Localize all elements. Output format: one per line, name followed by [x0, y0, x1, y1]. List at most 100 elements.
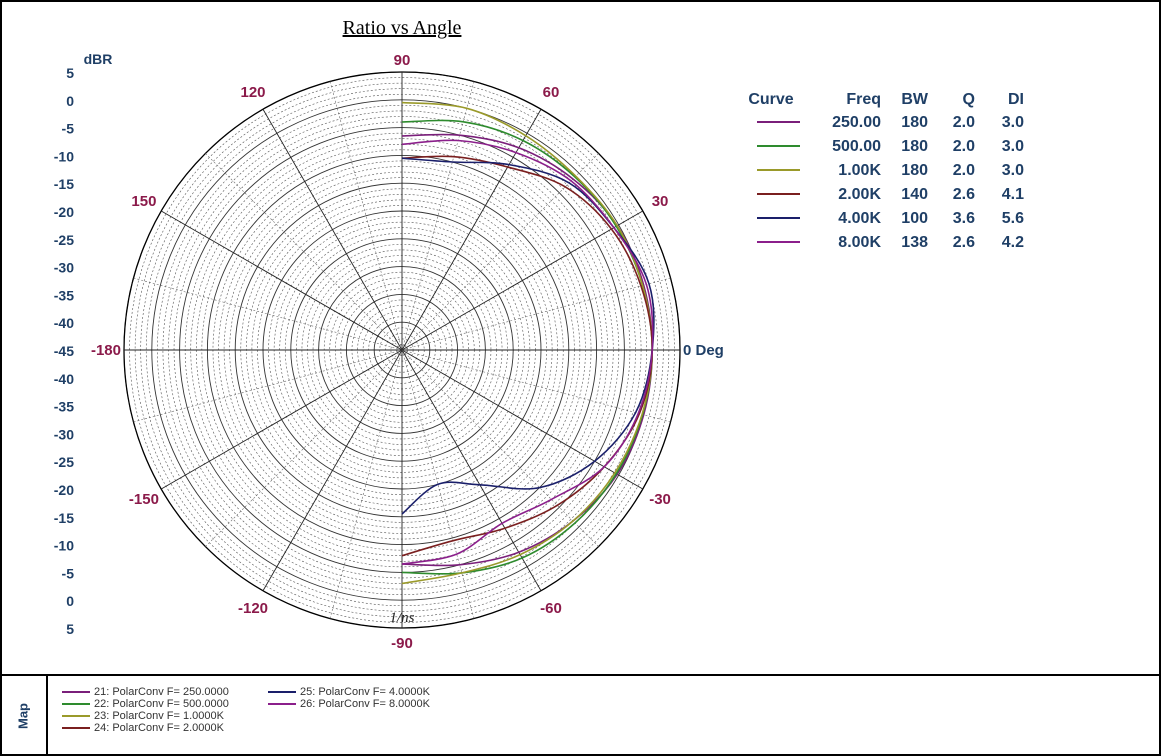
map-entry-text: 24: PolarConv F= 2.0000K: [94, 722, 224, 734]
angle-tick-label: -150: [129, 491, 159, 508]
table-cell: 4.1: [1002, 186, 1024, 203]
radial-tick-label: 0: [66, 93, 74, 109]
angle-tick-label: 90: [394, 52, 411, 69]
radial-tick-label: -20: [54, 204, 74, 220]
radial-tick-label: -10: [54, 148, 74, 164]
table-cell: 2.0: [953, 162, 975, 179]
radial-tick-label: -45: [54, 343, 74, 359]
radial-unit-label: dBR: [84, 51, 113, 67]
table-cell: 4.2: [1002, 234, 1024, 251]
map-entry-text: 22: PolarConv F= 500.0000: [94, 698, 229, 710]
map-swatch: [62, 691, 90, 694]
table-cell: 3.0: [1002, 138, 1024, 155]
table-cell: 2.0: [953, 114, 975, 131]
polar-spokes: [124, 72, 680, 628]
map-entry: 25: PolarConv F= 4.0000K: [268, 686, 430, 698]
angle-tick-label: 30: [652, 193, 669, 210]
table-cell: 8.00K: [838, 234, 881, 251]
table-cell: 180: [901, 138, 928, 155]
table-header: Freq: [846, 91, 881, 108]
radial-tick-label: -30: [54, 426, 74, 442]
table-cell: 140: [901, 186, 928, 203]
angle-labels: 90 60 30 0 Deg -30 -60 -90 -120 -150 -180 150 120: [91, 52, 724, 652]
table-cell: 3.0: [1002, 162, 1024, 179]
map-entry: 22: PolarConv F= 500.0000: [62, 698, 229, 710]
map-swatch: [268, 703, 296, 706]
angle-tick-label: -90: [391, 635, 413, 652]
series-line: [401, 139, 654, 565]
table-cell: 2.6: [953, 234, 975, 251]
table-cell: 3.0: [1002, 114, 1024, 131]
angle-tick-label: 120: [240, 84, 265, 101]
spoke: [262, 109, 403, 351]
spoke: [262, 349, 403, 591]
radial-tick-label: 5: [66, 621, 74, 637]
table-cell: 4.00K: [838, 210, 881, 227]
radial-tick-label: -15: [54, 510, 74, 526]
radial-tick-label: -35: [54, 399, 74, 415]
map-entry-text: 23: PolarConv F= 1.0000K: [94, 710, 224, 722]
map-label-cell: Map: [0, 676, 48, 756]
chart-title: Ratio vs Angle: [343, 17, 462, 39]
angle-tick-label: -30: [649, 491, 671, 508]
spoke: [401, 109, 542, 351]
angle-tick-label: 0 Deg: [683, 342, 724, 359]
table-header: DI: [1008, 91, 1024, 108]
radial-tick-label: -30: [54, 260, 74, 276]
radial-tick-label: 0: [66, 593, 74, 609]
map-swatch: [62, 703, 90, 706]
table-cell: 2.6: [953, 186, 975, 203]
radial-tick-label: 5: [66, 65, 74, 81]
table-cell: 180: [901, 114, 928, 131]
polar-curves: [401, 101, 655, 585]
map-label: Map: [15, 703, 31, 729]
table-header: BW: [901, 91, 929, 108]
spoke: [401, 349, 542, 591]
radial-tick-label: -25: [54, 232, 74, 248]
table-cell: 2.00K: [838, 186, 881, 203]
table-cell: 100: [901, 210, 928, 227]
table-cell: 250.00: [832, 114, 881, 131]
radial-tick-label: -20: [54, 482, 74, 498]
table-cell: 138: [901, 234, 928, 251]
table-header: Curve: [748, 91, 793, 108]
spoke: [161, 210, 403, 351]
radial-tick-label: -40: [54, 371, 74, 387]
series-line: [401, 119, 654, 575]
table-cell: 180: [901, 162, 928, 179]
radial-tick-label: -40: [54, 315, 74, 331]
spoke: [161, 349, 403, 490]
radial-tick-label: -25: [54, 454, 74, 470]
angle-tick-label: -120: [238, 600, 268, 617]
table-cell: 5.6: [1002, 210, 1024, 227]
radial-tick-label: -5: [62, 565, 75, 581]
table-cell: 3.6: [953, 210, 975, 227]
map-swatch: [62, 727, 90, 730]
radial-tick-label: -35: [54, 287, 74, 303]
map-entry: 23: PolarConv F= 1.0000K: [62, 710, 224, 722]
angle-tick-label: -180: [91, 342, 121, 359]
radial-tick-label: -5: [62, 121, 75, 137]
map-entry-text: 25: PolarConv F= 4.0000K: [300, 686, 430, 698]
map-entry: 26: PolarConv F= 8.0000K: [268, 698, 430, 710]
polar-chart: Ratio vs Angle dBR 90 60 30 0 Deg -30 -60 -90 -…: [54, 17, 1024, 652]
map-panel: Map 21: PolarConv F= 250.0000 22: PolarCo…: [0, 674, 1161, 756]
curve-table: Curve Freq BW Q DI 250.00 180 2.0 3.0 500.00 180 2.…: [748, 91, 1024, 251]
radial-labels: 5 0 -5 -10 -15 -20 -25 -30 -35 -40 -45 -40 -35 -30 -25…: [54, 65, 74, 637]
map-swatch: [268, 691, 296, 694]
map-swatch: [62, 715, 90, 718]
table-header: Q: [963, 91, 975, 108]
radial-tick-label: -15: [54, 176, 74, 192]
spoke: [401, 210, 643, 351]
angle-tick-label: 60: [543, 84, 560, 101]
map-entry-text: 21: PolarConv F= 250.0000: [94, 686, 229, 698]
table-cell: 2.0: [953, 138, 975, 155]
plot-annotation: 1/ns: [389, 610, 414, 626]
angle-tick-label: 150: [131, 193, 156, 210]
map-entry: 24: PolarConv F= 2.0000K: [62, 722, 224, 734]
radial-tick-label: -10: [54, 538, 74, 554]
spoke: [401, 349, 643, 490]
table-cell: 1.00K: [838, 162, 881, 179]
angle-tick-label: -60: [540, 600, 562, 617]
map-entry-text: 26: PolarConv F= 8.0000K: [300, 698, 430, 710]
